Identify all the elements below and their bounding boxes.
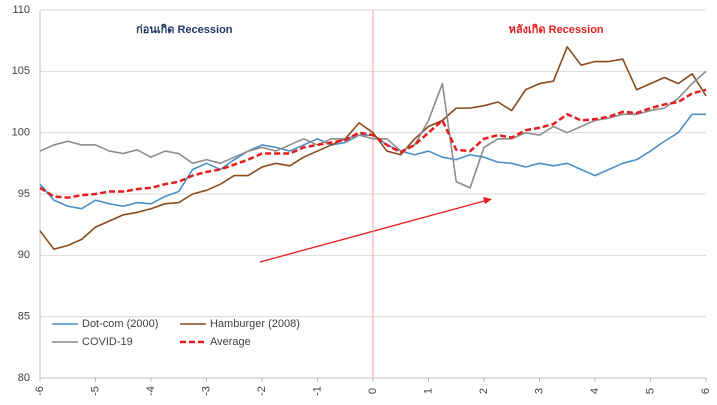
x-tick-label: -4 [145, 386, 157, 396]
y-tick-label: 105 [12, 65, 30, 77]
legend-label: Hamburger (2008) [210, 318, 300, 330]
x-tick-label: -6 [34, 386, 46, 396]
y-tick-label: 110 [12, 4, 30, 16]
y-tick-label: 80 [18, 372, 30, 384]
x-tick-label: 3 [533, 388, 545, 394]
y-tick-label: 95 [18, 188, 30, 200]
x-tick-label: 1 [422, 388, 434, 394]
x-tick-label: -5 [89, 386, 101, 396]
x-tick-label: 5 [644, 388, 656, 394]
legend-label: Average [210, 336, 251, 348]
annotation: ก่อนเกิด Recession [136, 23, 233, 36]
arrow-head [483, 197, 492, 204]
series-line [39, 46, 707, 250]
legend-label: Dot-com (2000) [82, 318, 158, 330]
x-tick-label: -3 [200, 386, 212, 396]
trend-arrow [259, 199, 489, 263]
x-tick-label: 2 [478, 388, 490, 394]
legend-label: COVID-19 [82, 336, 133, 348]
y-tick-label: 90 [18, 249, 30, 261]
x-tick-label: 0 [367, 388, 379, 394]
x-tick-label: 4 [589, 388, 601, 394]
y-tick-label: 100 [12, 127, 30, 139]
series-line [39, 88, 707, 199]
x-tick-label: -1 [311, 386, 323, 396]
y-tick-label: 85 [18, 311, 30, 323]
x-tick-label: -2 [256, 386, 268, 396]
x-tick-label: 6 [700, 388, 712, 394]
annotation: หลังเกิด Recession [509, 23, 604, 36]
